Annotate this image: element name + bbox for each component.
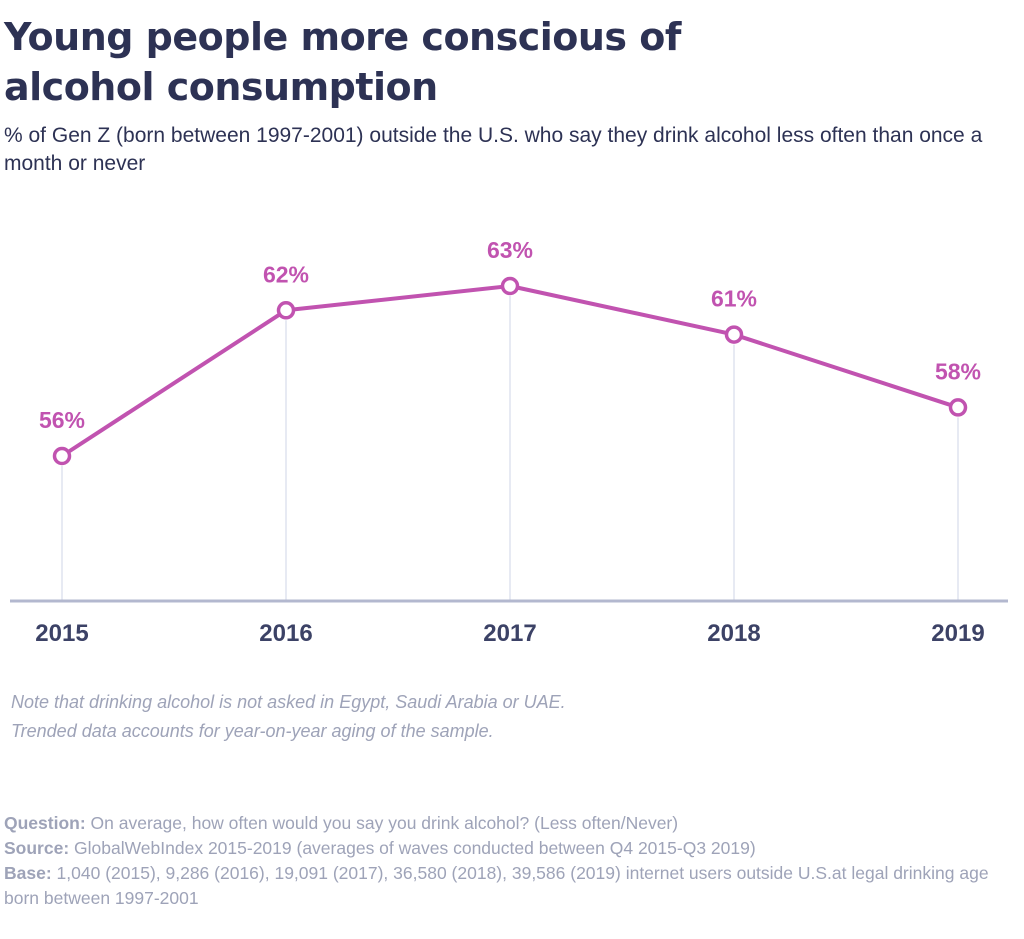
data-label-2018: 61% [711, 286, 757, 312]
data-point-2018 [724, 325, 744, 344]
note-trended-data: Trended data accounts for year-on-year a… [11, 721, 494, 741]
base-text: 1,040 (2015), 9,286 (2016), 19,091 (2017… [4, 863, 989, 908]
data-label-2016: 62% [263, 261, 309, 287]
footer-base: Base: 1,040 (2015), 9,286 (2016), 19,091… [4, 861, 1014, 911]
notes: Note that drinking alcohol is not asked … [11, 688, 1011, 746]
base-label: Base: [4, 863, 52, 883]
data-label-2015: 56% [39, 407, 85, 433]
source-text: GlobalWebIndex 2015-2019 (averages of wa… [69, 838, 756, 858]
chart-footer: Question: On average, how often would yo… [4, 811, 1014, 911]
x-tick-label-2018: 2018 [707, 620, 760, 647]
footer-source: Source: GlobalWebIndex 2015-2019 (averag… [4, 836, 1014, 861]
question-text: On average, how often would you say you … [85, 813, 679, 833]
line-chart: 56% 62% 63% 61% 58% 2015 2016 2017 2018 2019 [10, 237, 1008, 647]
x-tick-label-2015: 2015 [35, 620, 88, 647]
data-point-2017 [500, 276, 520, 296]
data-point-2015 [52, 446, 72, 466]
data-point-2016 [276, 301, 296, 320]
data-label-2019: 58% [935, 358, 981, 384]
data-label-2017: 63% [487, 237, 533, 263]
note-drinking-not-asked: Note that drinking alcohol is not asked … [11, 692, 566, 712]
source-label: Source: [4, 838, 70, 858]
x-tick-label-2017: 2017 [483, 620, 536, 647]
chart-title: Young people more conscious of alcohol c… [4, 15, 681, 109]
question-label: Question: [4, 813, 86, 833]
x-tick-label-2016: 2016 [259, 620, 312, 647]
footer-question: Question: On average, how often would yo… [4, 811, 1014, 836]
chart-subtitle: % of Gen Z (born between 1997-2001) outs… [4, 124, 983, 175]
x-tick-label-2019: 2019 [931, 620, 984, 647]
data-point-2019 [948, 398, 968, 417]
